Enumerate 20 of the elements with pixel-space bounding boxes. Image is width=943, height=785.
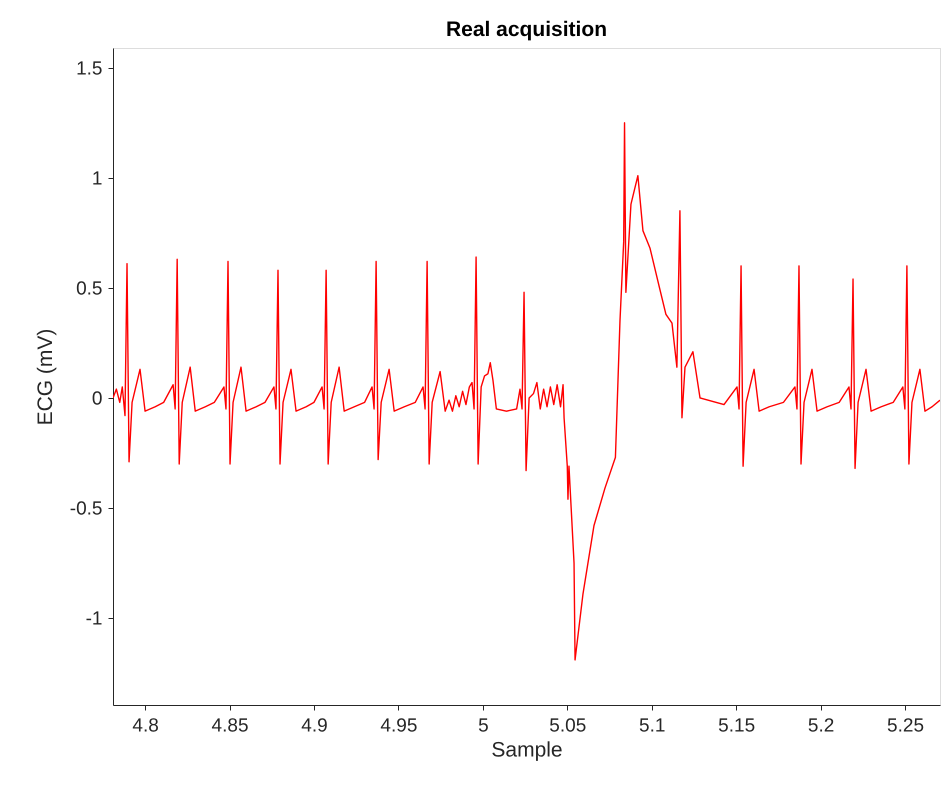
x-tick-label: 4.8 (132, 716, 159, 736)
y-tick-label: 1.5 (76, 58, 102, 80)
y-tick-label: -0.5 (70, 498, 102, 520)
y-axis-title: ECG (mV) (34, 328, 57, 426)
y-tick-label: 0 (92, 388, 102, 410)
x-tick-label: 5.2 (808, 716, 834, 736)
x-tick-label: 5.25 (887, 716, 924, 736)
x-tick-label: 5.15 (718, 716, 756, 736)
line-series (113, 122, 940, 661)
y-tick-label: -1 (86, 608, 102, 630)
y-tick-label: 1 (92, 168, 102, 190)
x-tick-label: 5.05 (549, 716, 586, 736)
chart-title: Real acquisition (446, 18, 608, 41)
x-tick-label: 5.1 (639, 716, 666, 736)
x-axis-title: Sample (491, 738, 563, 762)
y-tick-label: 0.5 (76, 278, 102, 300)
x-tick-label: 4.95 (380, 716, 418, 736)
x-tick-label: 4.9 (301, 716, 328, 736)
x-tick-label: 4.85 (212, 716, 249, 736)
x-tick-label: 5 (478, 716, 489, 736)
